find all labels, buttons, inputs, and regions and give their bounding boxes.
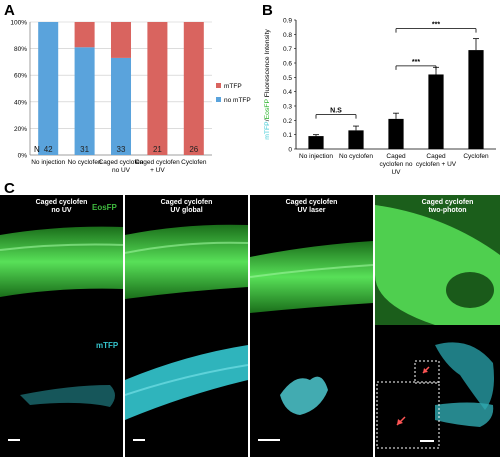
y-axis-label-part: EosFP bbox=[264, 99, 271, 120]
scale-bar bbox=[8, 439, 20, 441]
bar-segment bbox=[183, 22, 204, 155]
y-tick-label: 60% bbox=[14, 73, 27, 80]
bar bbox=[348, 130, 364, 149]
x-tick-label: Cyclofen bbox=[463, 153, 489, 160]
bar bbox=[468, 50, 484, 149]
legend-swatch bbox=[216, 97, 221, 102]
x-tick-label: Caged bbox=[386, 153, 406, 160]
y-tick-label: 20% bbox=[14, 126, 27, 133]
legend-swatch bbox=[216, 83, 221, 88]
n-value-label: 42 bbox=[44, 145, 53, 154]
chart-b-fluorescence-bar: 0 0.1 0.2 0.3 0.4 0.5 0.6 0.7 0.8 0.9 mTFP/EosFP F… bbox=[264, 18, 496, 176]
x-tick-label: No cyclofen bbox=[339, 153, 373, 160]
n-value-label: 21 bbox=[153, 145, 162, 154]
y-tick-label: 0.6 bbox=[283, 61, 292, 68]
y-tick-label: 0% bbox=[18, 153, 28, 160]
x-tick-label: Caged bbox=[426, 153, 446, 160]
column-title-line: two-photon bbox=[428, 207, 467, 214]
y-tick-label: 0.3 bbox=[283, 104, 292, 111]
y-tick-label: 100% bbox=[10, 20, 27, 27]
significance-label: *** bbox=[412, 59, 420, 66]
panel-label-c: C bbox=[4, 180, 15, 197]
x-tick-label: No cyclofen bbox=[68, 159, 102, 166]
x-tick-label: No injection bbox=[31, 159, 65, 166]
fish-image-uv-global bbox=[125, 224, 248, 420]
n-label: N bbox=[34, 145, 40, 154]
legend-label: mTFP bbox=[224, 83, 242, 90]
bar-segment bbox=[110, 57, 132, 155]
y-tick-label: 0.9 bbox=[283, 18, 292, 25]
y-axis-label-part: / bbox=[264, 119, 271, 121]
bar-segment bbox=[74, 22, 95, 48]
y-tick-label: 0.2 bbox=[283, 118, 292, 125]
bar bbox=[388, 118, 404, 149]
bar bbox=[428, 74, 444, 149]
micrograph-no-uv: Caged cyclofen no UV EosFP mTFP bbox=[0, 195, 123, 457]
x-tick-label: Cyclofen bbox=[181, 159, 207, 166]
bar-segment bbox=[74, 47, 95, 155]
x-tick-label: cyclofen no bbox=[380, 161, 413, 168]
micrograph-uv-global: Caged cyclofen UV global bbox=[125, 195, 248, 457]
column-title-line: no UV bbox=[51, 207, 72, 214]
x-tick-label: Caged cyclofen bbox=[135, 159, 180, 166]
column-title-line: Caged cyclofen bbox=[35, 199, 88, 206]
n-value-label: 31 bbox=[80, 145, 89, 154]
significance-label: *** bbox=[432, 22, 440, 29]
y-tick-label: 80% bbox=[14, 46, 27, 53]
bar bbox=[308, 136, 324, 149]
eosfp-label: EosFP bbox=[92, 203, 117, 212]
scale-bar bbox=[258, 439, 280, 441]
mtfp-label: mTFP bbox=[96, 341, 119, 350]
column-title-line: UV laser bbox=[297, 207, 326, 214]
micrograph-two-photon: Caged cyclofen two-photon bbox=[375, 195, 500, 457]
column-title-line: Caged cyclofen bbox=[421, 199, 474, 206]
x-tick-label: Caged cyclofen bbox=[99, 159, 144, 166]
x-tick-label: UV bbox=[391, 169, 401, 176]
y-tick-label: 0.7 bbox=[283, 46, 292, 53]
y-tick-label: 0.1 bbox=[283, 132, 292, 139]
scale-bar bbox=[133, 439, 145, 441]
x-tick-label: no UV bbox=[112, 167, 131, 174]
column-title-line: UV global bbox=[170, 207, 203, 214]
y-tick-label: 0 bbox=[288, 147, 292, 154]
bar-segment bbox=[110, 22, 132, 58]
y-tick-label: 40% bbox=[14, 99, 27, 106]
chart-a-stacked-bar: 0% 20% 40% 60% 80% 100% 42 No injection 31 No cyc… bbox=[10, 20, 251, 175]
y-tick-label: 0.8 bbox=[283, 32, 292, 39]
y-axis-label-part: mTFP bbox=[264, 121, 271, 140]
column-title-line: Caged cyclofen bbox=[160, 199, 213, 206]
panel-label-a: A bbox=[4, 2, 15, 19]
panel-label-b: B bbox=[262, 2, 273, 19]
y-tick-label: 0.4 bbox=[283, 89, 292, 96]
n-value-label: 33 bbox=[117, 145, 126, 154]
bar-segment bbox=[38, 22, 59, 155]
micrograph-uv-laser: Caged cyclofen UV laser bbox=[250, 195, 373, 457]
fish-image-uv-laser bbox=[250, 241, 373, 415]
fish-image-two-photon bbox=[375, 195, 500, 449]
x-tick-label: cyclofen + UV bbox=[416, 161, 457, 168]
x-tick-label: No injection bbox=[299, 153, 333, 160]
fish-image-no-uv bbox=[0, 226, 123, 407]
bar-segment bbox=[147, 22, 168, 155]
x-tick-label: + UV bbox=[150, 167, 165, 174]
y-axis-label-part: Fluorescence Intensity bbox=[264, 29, 271, 99]
significance-label: N.S bbox=[330, 108, 342, 115]
column-title-line: Caged cyclofen bbox=[285, 199, 338, 206]
y-tick-label: 0.5 bbox=[283, 75, 292, 82]
y-axis-label: mTFP/EosFP Fluorescence Intensity bbox=[264, 29, 271, 140]
n-value-label: 26 bbox=[189, 145, 198, 154]
legend-label: no mTFP bbox=[224, 97, 251, 104]
